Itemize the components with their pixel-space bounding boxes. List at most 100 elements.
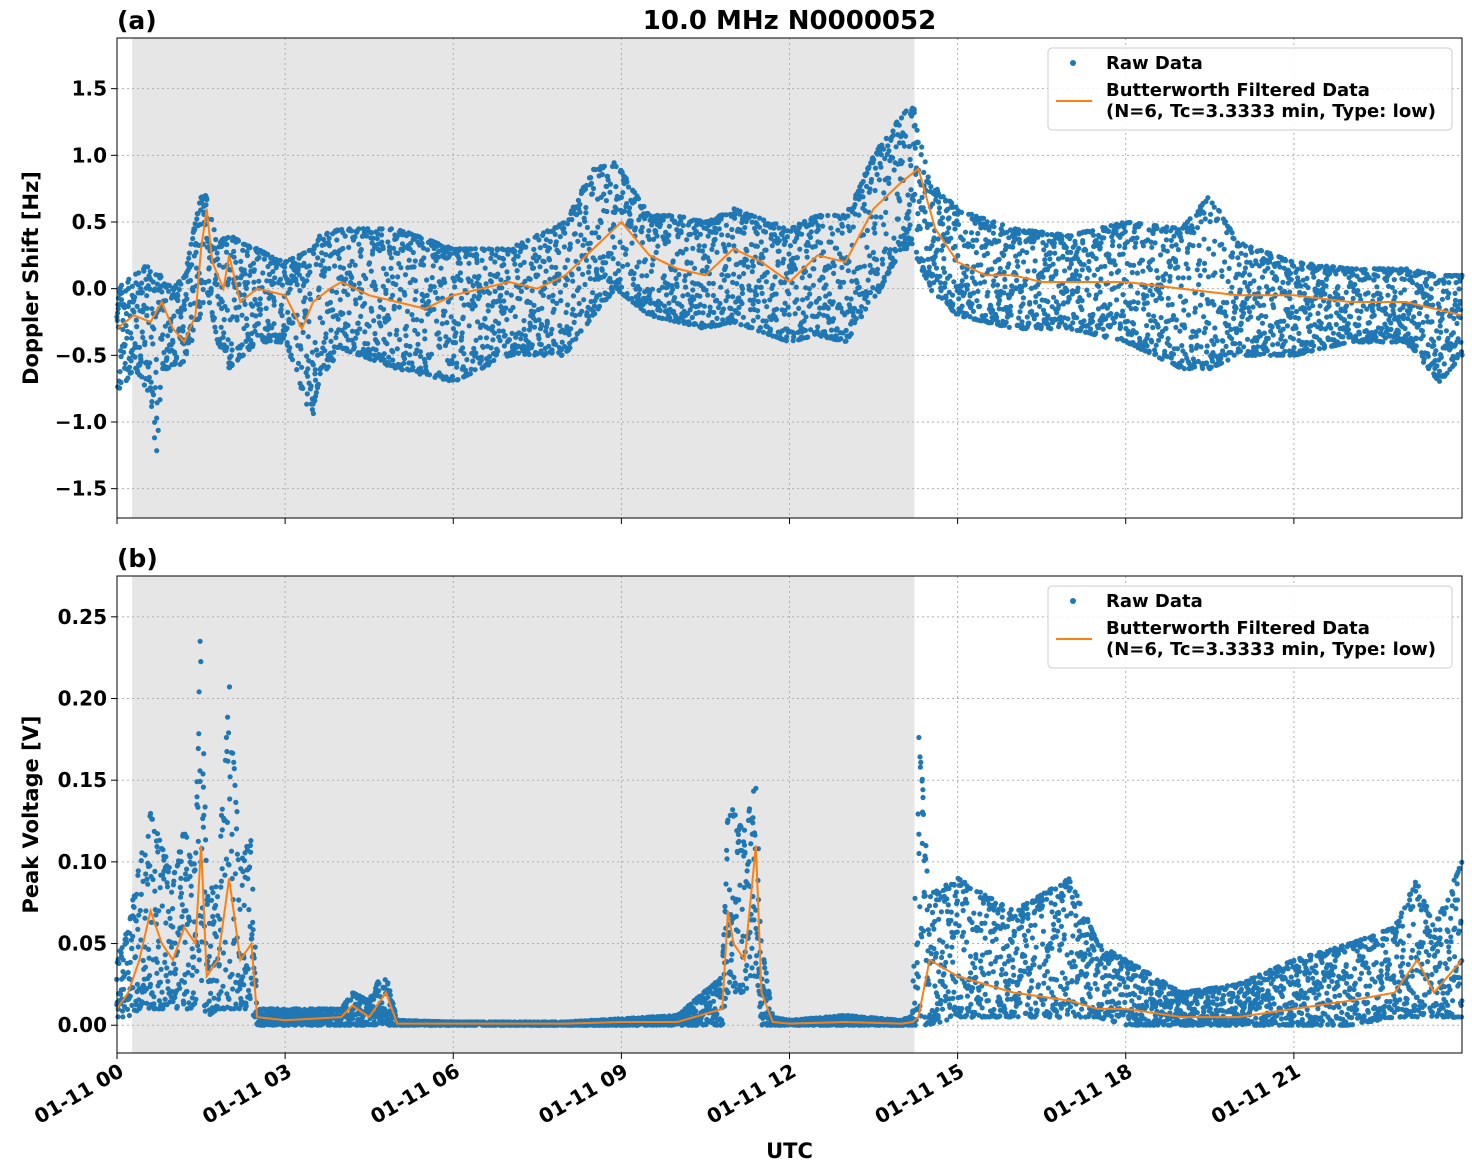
raw-data-point [628,218,634,224]
raw-data-point [1238,327,1244,333]
raw-data-point [710,292,717,299]
raw-data-point [625,262,631,268]
raw-data-point [784,334,790,340]
raw-data-point [655,243,661,249]
raw-data-point [508,292,514,298]
raw-data-point [1150,292,1156,298]
raw-data-point [326,235,332,241]
raw-data-point [742,225,748,231]
raw-data-point [573,336,579,342]
raw-data-point [631,270,637,276]
raw-data-point [608,251,614,257]
raw-data-point [501,343,507,349]
raw-data-point [1281,318,1287,324]
raw-data-point [473,350,479,356]
raw-data-point [773,291,779,297]
raw-data-point [636,259,642,265]
raw-data-point [1221,246,1227,252]
raw-data-point [224,241,230,248]
raw-data-point [118,379,124,386]
raw-data-point [590,185,597,192]
raw-data-point [1224,300,1230,306]
raw-data-point [173,355,180,361]
raw-data-point [320,258,326,264]
raw-data-point [1100,326,1106,332]
raw-data-point [684,237,690,243]
raw-data-point [1249,249,1255,255]
raw-data-point [1178,238,1185,244]
raw-data-point [535,272,541,278]
raw-data-point [754,243,761,249]
raw-data-point [485,308,491,314]
raw-data-point [515,275,521,281]
raw-data-point [455,321,462,327]
raw-data-point [630,282,636,288]
raw-data-point [307,291,313,297]
raw-data-point [1258,248,1265,254]
raw-data-point [1401,287,1408,293]
raw-data-point [420,262,427,268]
raw-data-point [307,296,314,302]
raw-data-point [146,374,152,380]
raw-data-point [661,303,668,309]
raw-data-point [1153,342,1159,348]
raw-data-point [1288,277,1294,283]
raw-data-point [363,275,369,282]
raw-data-point [120,326,126,333]
raw-data-point [881,222,887,228]
raw-data-point [1185,312,1192,318]
raw-data-point [167,327,173,334]
raw-data-point [1084,287,1090,293]
raw-data-point [531,302,537,308]
raw-data-point [312,398,318,404]
raw-data-point [141,268,147,274]
raw-data-point [773,317,780,323]
raw-data-point [1330,264,1337,270]
raw-data-point [1207,219,1213,225]
raw-data-point [152,385,158,391]
raw-data-point [403,323,410,329]
raw-data-point [761,298,768,304]
raw-data-point [546,245,553,251]
raw-data-point [1191,230,1197,236]
raw-data-point [1211,204,1217,210]
raw-data-point [994,282,1001,288]
raw-data-point [1261,330,1267,336]
raw-data-point [1022,282,1028,288]
raw-data-point [749,325,755,331]
raw-data-point [244,252,250,259]
raw-data-point [872,293,878,299]
raw-data-point [876,177,883,183]
raw-data-point [154,448,160,454]
raw-data-point [870,249,877,256]
raw-data-point [588,180,595,186]
raw-data-point [139,329,145,335]
raw-data-point [1290,336,1296,342]
raw-data-point [457,270,463,276]
raw-data-point [999,222,1006,228]
raw-data-point [430,263,436,269]
raw-data-point [621,208,628,214]
raw-data-point [139,280,145,286]
raw-data-point [786,291,792,297]
raw-data-point [744,248,750,254]
raw-data-point [1108,271,1114,277]
raw-data-point [206,265,212,271]
raw-data-point [1153,351,1159,357]
raw-data-point [230,314,236,320]
raw-data-point [826,291,833,297]
raw-data-point [206,278,212,284]
raw-data-point [474,259,480,266]
raw-data-point [362,329,368,335]
raw-data-point [122,342,128,348]
raw-data-point [233,259,239,265]
raw-data-point [1365,290,1371,296]
raw-data-point [974,237,980,243]
raw-data-point [1064,288,1070,294]
raw-data-point [1206,246,1212,252]
raw-data-point [456,255,462,262]
raw-data-point [515,253,521,259]
raw-data-point [1247,272,1253,278]
raw-data-point [601,163,608,169]
raw-data-point [913,249,920,255]
